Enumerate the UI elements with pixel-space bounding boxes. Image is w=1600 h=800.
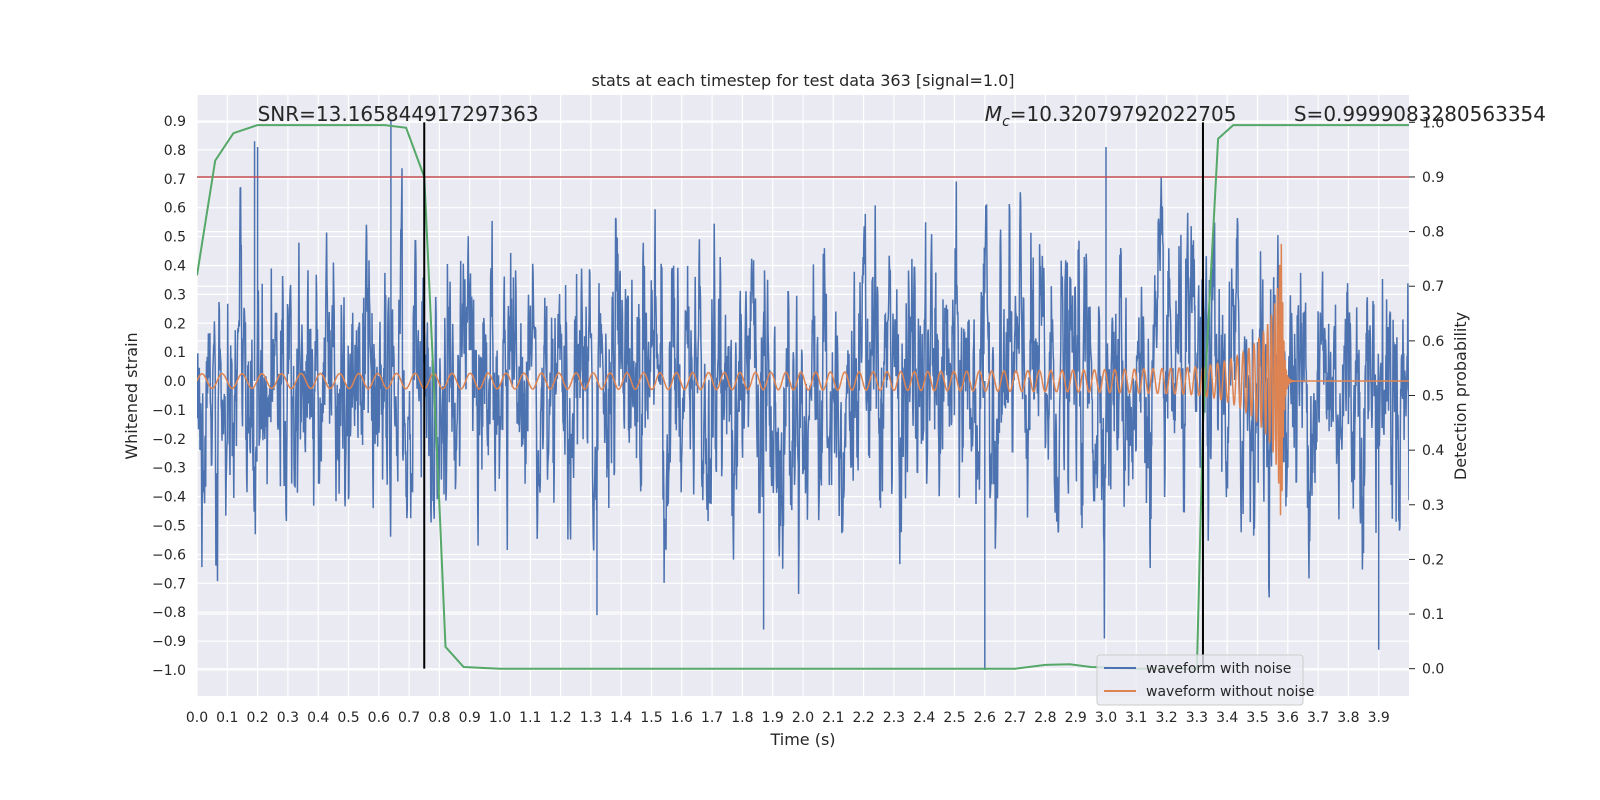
legend-box (1096, 654, 1304, 706)
y-right-tick-label: 0.3 (1422, 498, 1444, 514)
y-tick-label: −0.5 (152, 519, 186, 535)
x-tick-label: 1.2 (549, 710, 571, 726)
x-tick-label: 1.3 (580, 710, 602, 726)
x-tick-label: 2.6 (974, 710, 996, 726)
x-tick-label: 0.9 (459, 710, 481, 726)
y-tick-label: 0.2 (164, 316, 186, 332)
y-tick-label: 0.7 (164, 172, 186, 188)
annotation-chirp-mass-symbol: M (985, 102, 1002, 126)
x-tick-label: 3.0 (1095, 710, 1117, 726)
x-tick-label: 0.8 (428, 710, 450, 726)
y-tick-label: 0.5 (164, 230, 186, 246)
x-tick-label: 1.8 (731, 710, 753, 726)
x-tick-label: 3.5 (1246, 710, 1268, 726)
x-tick-label: 2.3 (883, 710, 905, 726)
x-tick-label: 3.3 (1186, 710, 1208, 726)
y-axis-left: 0.9 0.8 0.7 0.6 0.5 0.4 0.3 0.2 0.1 0.0 −0.1 −0.2 −0… (152, 114, 186, 679)
legend-label-noise: waveform with noise (1146, 661, 1291, 677)
y-tick-label: 0.4 (164, 258, 186, 274)
y-tick-label: 0.1 (164, 345, 186, 361)
x-tick-label: 3.8 (1337, 710, 1359, 726)
x-tick-label: 1.9 (762, 710, 784, 726)
legend-label-clean: waveform without noise (1146, 684, 1314, 700)
series-waveform-with-noise (197, 168, 1409, 639)
x-tick-label: 3.2 (1155, 710, 1177, 726)
y-tick-label: 0.0 (164, 374, 186, 390)
annotation-s: S=0.9999083280563354 (1294, 102, 1546, 126)
legend: waveform with noise waveform without noi… (1096, 654, 1314, 706)
y-tick-label: 0.8 (164, 143, 186, 159)
x-tick-label: 0.6 (368, 710, 390, 726)
annotation-snr: SNR=13.165844917297363 (258, 102, 539, 126)
y-tick-label: −1.0 (152, 663, 186, 679)
x-tick-label: 0.1 (216, 710, 238, 726)
x-tick-label: 2.9 (1065, 710, 1087, 726)
y-tick-label: 0.6 (164, 201, 186, 217)
y-axis-right: 1.0 0.9 0.8 0.7 0.6 0.5 0.4 0.3 0.2 0.1 0.0 (1409, 115, 1444, 678)
x-tick-label: 1.5 (640, 710, 662, 726)
x-tick-label: 3.9 (1368, 710, 1390, 726)
chart-title: stats at each timestep for test data 363… (591, 71, 1014, 90)
y-right-tick-label: 0.7 (1422, 279, 1444, 295)
x-tick-label: 2.2 (852, 710, 874, 726)
x-tick-label: 2.7 (1004, 710, 1026, 726)
x-tick-label: 0.3 (277, 710, 299, 726)
series-layer (197, 121, 1409, 670)
y-tick-label: 0.3 (164, 287, 186, 303)
x-tick-label: 0.4 (307, 710, 329, 726)
x-tick-label: 1.4 (610, 710, 632, 726)
series-detection-probability (197, 124, 1409, 670)
x-tick-label: 0.5 (337, 710, 359, 726)
x-tick-label: 1.1 (519, 710, 541, 726)
y-right-tick-label: 1.0 (1422, 115, 1444, 131)
annotation-chirp-mass: Mc=10.32079792022705 (985, 102, 1237, 130)
y-tick-label: −0.2 (152, 432, 186, 448)
annotations: SNR=13.165844917297363 Mc=10.320797920227… (258, 102, 1546, 130)
annotation-chirp-mass-value: =10.32079792022705 (1010, 102, 1237, 126)
x-tick-label: 0.7 (398, 710, 420, 726)
x-tick-label: 1.0 (489, 710, 511, 726)
x-tick-label: 2.0 (792, 710, 814, 726)
x-tick-label: 3.7 (1307, 710, 1329, 726)
series-waveform-without-noise (197, 243, 1409, 516)
y-tick-label: −0.4 (152, 490, 186, 506)
y-axis-right-label: Detection probability (1451, 312, 1470, 480)
x-tick-label: 1.7 (701, 710, 723, 726)
annotation-chirp-mass-subscript: c (1002, 114, 1010, 130)
x-tick-label: 3.6 (1277, 710, 1299, 726)
y-tick-label: 0.9 (164, 114, 186, 130)
series-clip (197, 121, 1409, 670)
y-right-tick-label: 0.1 (1422, 607, 1444, 623)
x-tick-label: 3.1 (1125, 710, 1147, 726)
y-tick-label: −0.8 (152, 605, 186, 621)
y-right-tick-label: 0.8 (1422, 225, 1444, 241)
y-right-tick-label: 0.5 (1422, 389, 1444, 405)
y-tick-label: −0.1 (152, 403, 186, 419)
x-tick-label: 2.4 (913, 710, 935, 726)
x-axis-label: Time (s) (769, 730, 835, 749)
y-tick-label: −0.9 (152, 634, 186, 650)
x-tick-label: 2.5 (943, 710, 965, 726)
x-tick-label: 2.8 (1034, 710, 1056, 726)
y-tick-label: −0.3 (152, 461, 186, 477)
y-tick-label: −0.6 (152, 547, 186, 563)
x-tick-label: 1.6 (671, 710, 693, 726)
x-tick-label: 0.2 (246, 710, 268, 726)
y-axis-label: Whitened strain (122, 332, 141, 459)
y-tick-label: −0.7 (152, 576, 186, 592)
x-tick-label: 3.4 (1216, 710, 1238, 726)
y-right-tick-label: 0.0 (1422, 662, 1444, 678)
x-tick-label: 0.0 (186, 710, 208, 726)
x-axis: 0.0 0.1 0.2 0.3 0.4 0.5 0.6 0.7 0.8 0.9 1.0 1.1 1.2 1… (186, 710, 1390, 726)
x-tick-label: 2.1 (822, 710, 844, 726)
y-right-tick-label: 0.2 (1422, 552, 1444, 568)
y-right-tick-label: 0.6 (1422, 334, 1444, 350)
y-right-tick-label: 0.4 (1422, 443, 1444, 459)
y-right-tick-label: 0.9 (1422, 170, 1444, 186)
